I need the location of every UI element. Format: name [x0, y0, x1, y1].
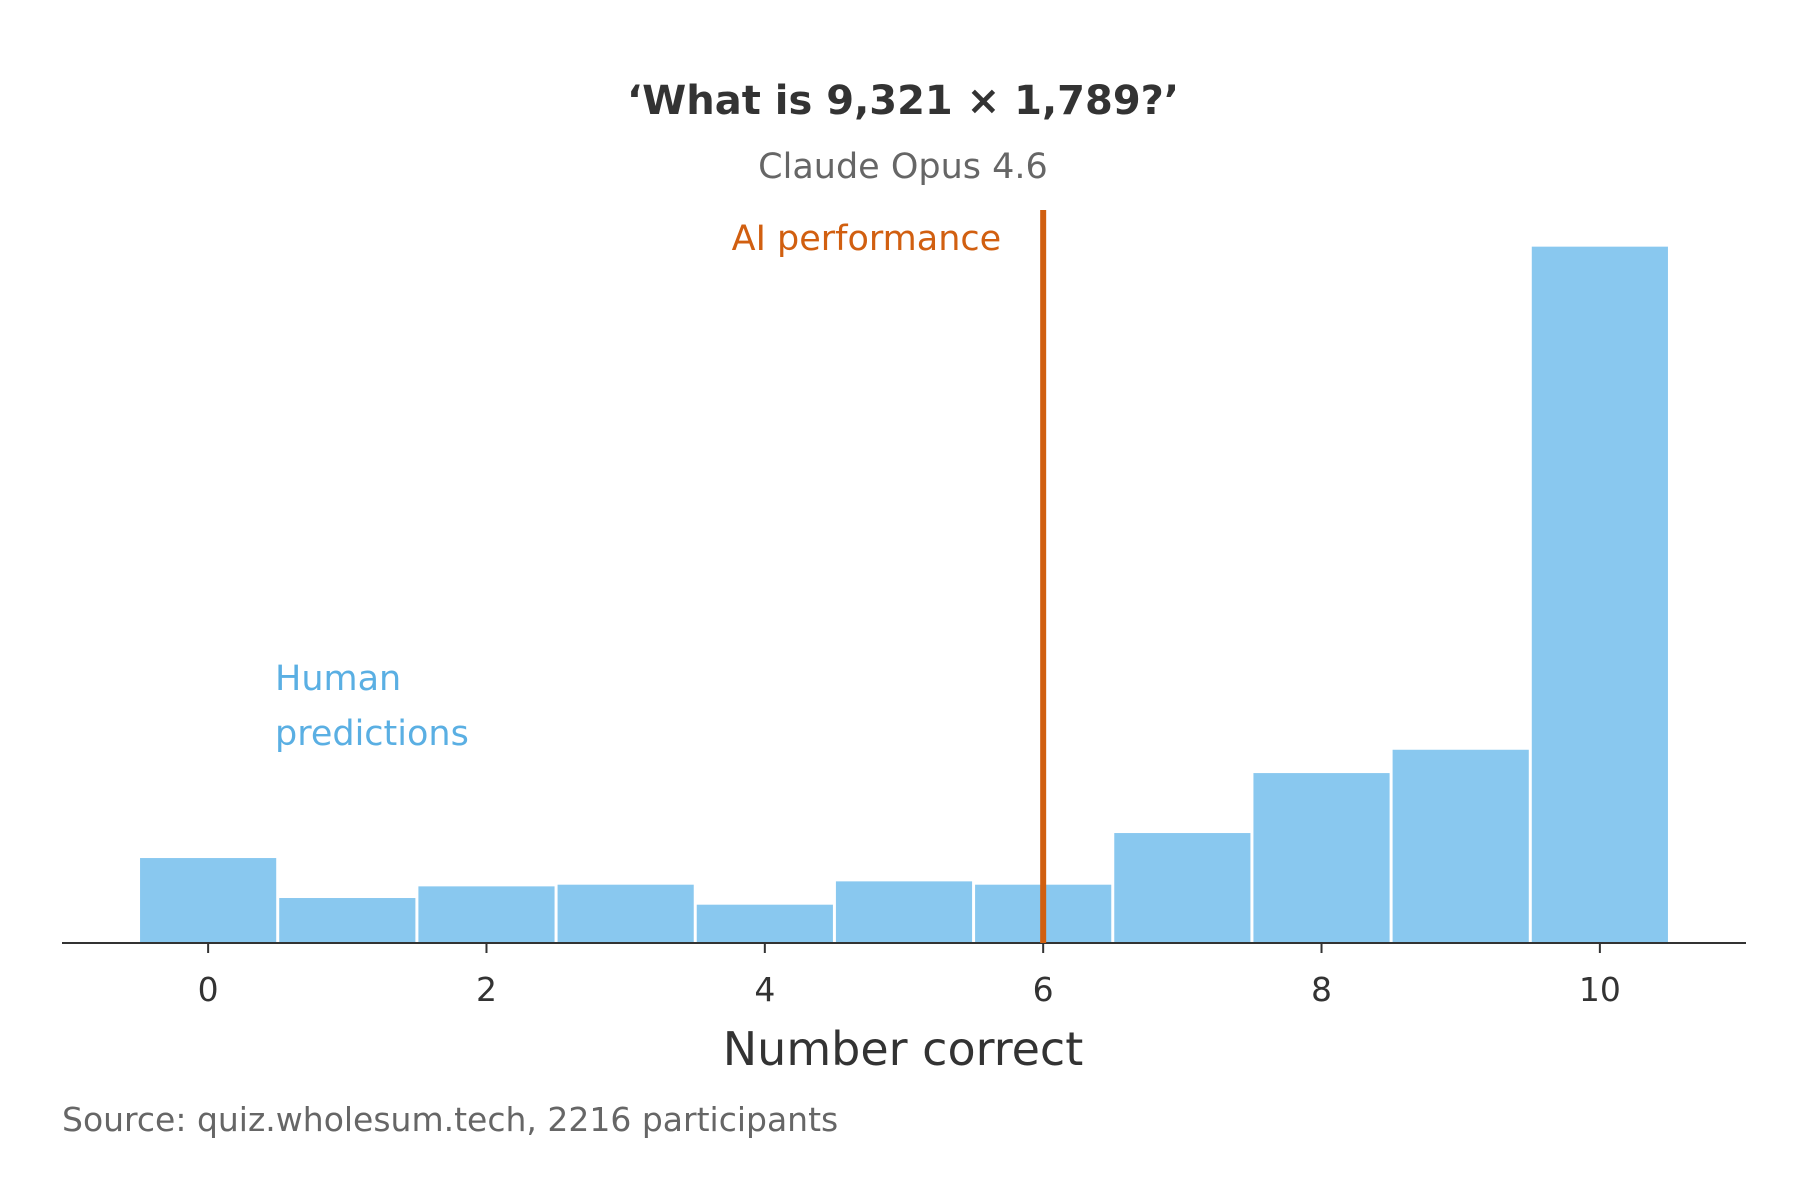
- histogram-bar-10: [1531, 246, 1668, 943]
- histogram-bar-3: [557, 884, 694, 943]
- histogram-bar-5: [835, 881, 973, 943]
- x-tick-label-0: 0: [198, 970, 219, 1009]
- ai-performance-label: AI performance: [732, 219, 1002, 259]
- histogram-bar-7: [1114, 833, 1251, 943]
- x-tick-label-8: 8: [1311, 970, 1332, 1009]
- x-tick-label-2: 2: [476, 970, 497, 1009]
- histogram-bar-1: [279, 898, 416, 943]
- bars-group: [140, 246, 1668, 943]
- human-predictions-label-line1: Human: [275, 659, 401, 699]
- x-tick-label-4: 4: [754, 970, 775, 1009]
- source-note: Source: quiz.wholesum.tech, 2216 partici…: [62, 1100, 838, 1139]
- x-axis-title: Number correct: [723, 1022, 1083, 1076]
- histogram-bar-2: [418, 886, 555, 943]
- x-axis-ticks: 0 2 4 6 8 10: [198, 943, 1621, 1009]
- histogram-bar-4: [696, 904, 833, 943]
- human-predictions-label-line2: predictions: [275, 714, 469, 754]
- histogram-bar-0: [140, 858, 277, 943]
- chart-title: ‘What is 9,321 × 1,789?’: [627, 78, 1179, 124]
- x-tick-label-10: 10: [1579, 970, 1621, 1009]
- x-tick-label-6: 6: [1033, 970, 1054, 1009]
- chart-subtitle: Claude Opus 4.6: [758, 147, 1048, 187]
- histogram-bar-8: [1253, 773, 1390, 943]
- histogram-bar-9: [1392, 749, 1529, 943]
